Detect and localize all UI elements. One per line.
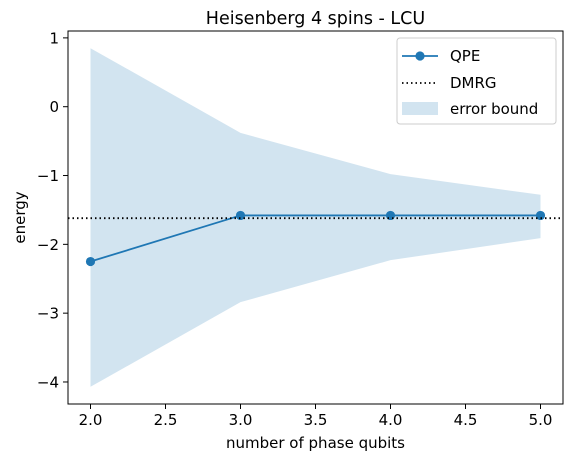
qpe-point bbox=[385, 210, 396, 221]
x-tick-label: 4.5 bbox=[454, 411, 478, 429]
legend-error-bound-label: error bound bbox=[450, 100, 538, 118]
y-tick-label: −4 bbox=[37, 373, 59, 391]
y-axis-label: energy bbox=[11, 191, 29, 243]
x-tick-label: 2.0 bbox=[79, 411, 103, 429]
legend-dmrg-label: DMRG bbox=[450, 74, 497, 92]
y-axis-ticks: −4 −3 −2 −1 0 1 bbox=[37, 29, 68, 391]
x-tick-label: 3.5 bbox=[304, 411, 328, 429]
legend-error-bound-patch bbox=[402, 102, 438, 115]
legend: QPE DMRG error bound bbox=[396, 37, 557, 125]
qpe-point bbox=[235, 210, 246, 221]
legend-qpe-label: QPE bbox=[450, 47, 480, 65]
y-tick-label: 1 bbox=[49, 29, 59, 47]
x-tick-label: 5.0 bbox=[529, 411, 553, 429]
y-tick-label: −3 bbox=[37, 305, 59, 323]
qpe-line-layer bbox=[90, 214, 541, 263]
qpe-line-segment bbox=[90, 214, 241, 263]
x-tick-label: 4.0 bbox=[379, 411, 403, 429]
x-tick-label: 3.0 bbox=[229, 411, 253, 429]
x-axis-ticks: 2.0 2.5 3.0 3.5 4.0 4.5 5.0 bbox=[79, 404, 553, 429]
y-tick-label: −1 bbox=[37, 167, 59, 185]
qpe-point bbox=[85, 256, 96, 267]
y-tick-label: 0 bbox=[49, 98, 59, 116]
x-axis-label: number of phase qubits bbox=[226, 434, 405, 452]
qpe-point bbox=[535, 210, 546, 221]
chart-title: Heisenberg 4 spins - LCU bbox=[206, 9, 425, 29]
y-tick-label: −2 bbox=[37, 236, 59, 254]
legend-qpe-marker bbox=[415, 51, 425, 61]
x-tick-label: 2.5 bbox=[154, 411, 178, 429]
legend-box bbox=[396, 37, 557, 125]
